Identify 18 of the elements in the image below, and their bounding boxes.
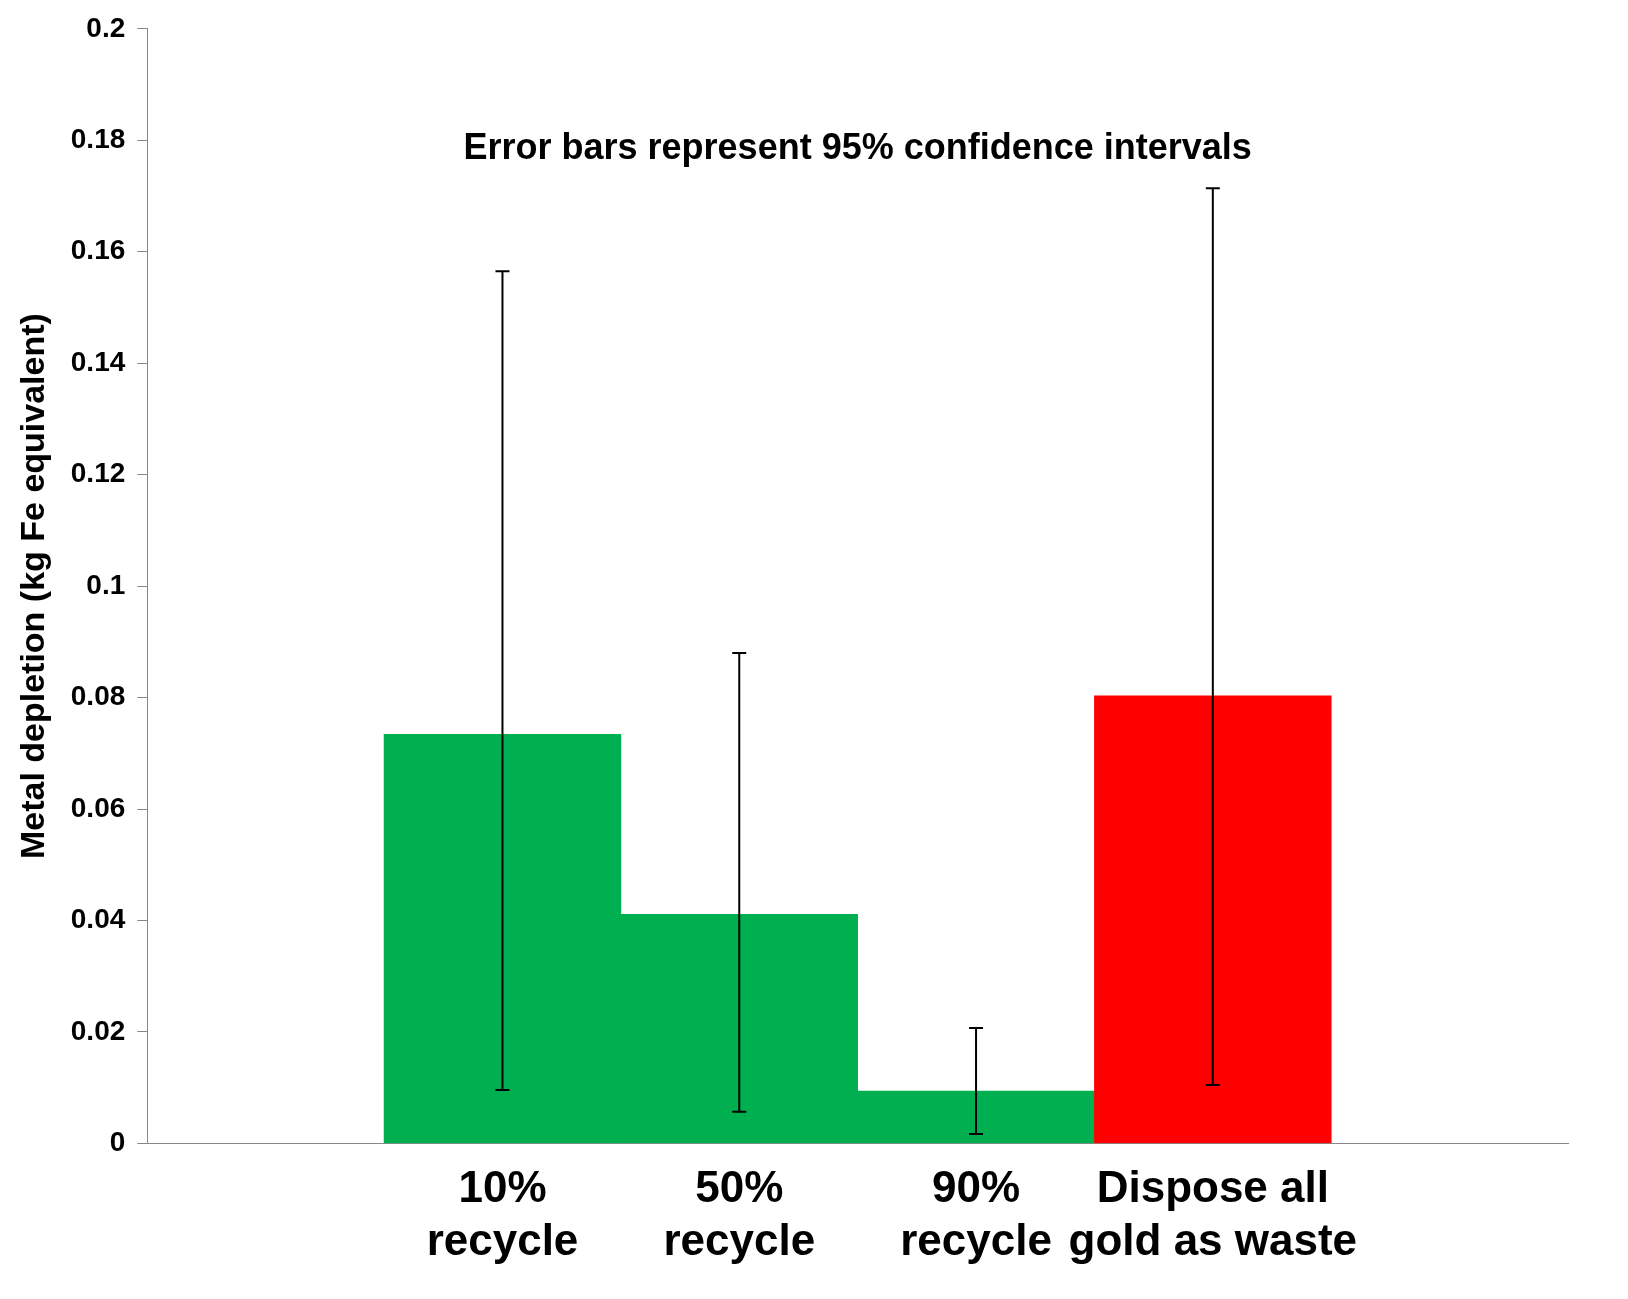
x-tick-label: 50% recycle <box>663 1161 816 1264</box>
y-tick-label: 0.18 <box>70 122 126 154</box>
y-tick-label: 0 <box>109 1126 126 1158</box>
y-tick-label: 0.06 <box>70 791 126 823</box>
y-tick-label: 0.12 <box>70 457 126 489</box>
x-tick-label: Dispose all gold as waste <box>1068 1161 1358 1264</box>
x-tick-label: 10% recycle <box>426 1161 579 1264</box>
bar <box>1094 695 1332 1144</box>
y-tick-label: 0.08 <box>70 680 126 712</box>
x-tick-label: 90% recycle <box>900 1161 1052 1264</box>
y-axis-title: Metal depletion (kg Fe equivalent) <box>12 313 51 860</box>
y-tick-label: 0.16 <box>70 234 126 266</box>
y-tick-label: 0.14 <box>70 345 126 377</box>
y-tick-label: 0.04 <box>70 903 126 935</box>
annotation: Error bars represent 95% confidence intervals <box>463 125 1252 167</box>
y-tick-label: 0.02 <box>70 1014 126 1046</box>
y-tick-label: 0.2 <box>86 11 126 43</box>
y-tick-label: 0.1 <box>86 568 126 600</box>
